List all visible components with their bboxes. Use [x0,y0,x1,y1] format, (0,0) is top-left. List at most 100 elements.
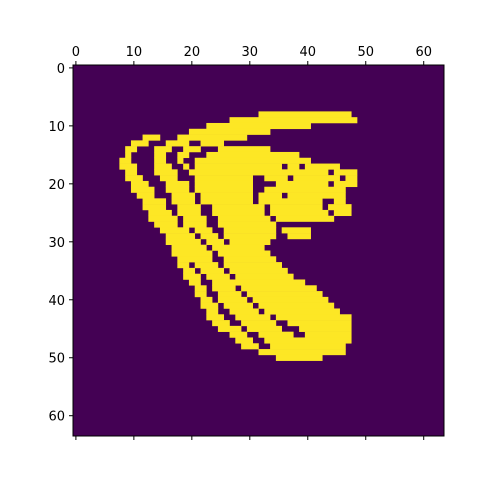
heatmap-cell-run [333,180,358,188]
heatmap-cells [73,65,444,436]
plot-frame [72,64,445,437]
heatmap-cell-run [130,140,149,147]
heatmap-cell-run [125,175,143,182]
heatmap-cell-run [258,111,352,118]
heatmap-cell-run [200,267,225,274]
heatmap-cell-run [270,343,346,350]
heatmap-cell-run [217,146,271,153]
heatmap-cell-run [252,296,329,303]
heatmap-cell-run [171,250,213,257]
heatmap-cell-run [223,233,277,240]
heatmap-cell-run [293,175,340,182]
heatmap-cell-run [223,256,277,263]
y-tick-label: 50 [48,352,65,367]
heatmap-cell-run [194,262,219,269]
heatmap-cell-run [275,215,335,222]
heatmap-cell-run [183,267,196,274]
heatmap-cell-run [177,204,201,211]
heatmap-cell-run [229,244,265,251]
heatmap-cell-run [258,192,282,199]
heatmap-cell-run [154,151,167,159]
heatmap-cell-run [154,163,172,170]
heatmap-cell-run [177,151,190,159]
heatmap-cell-run [125,146,138,153]
heatmap-cell-run [241,285,317,292]
heatmap-cell-run [212,204,265,211]
heatmap-cell-run [287,163,300,170]
x-axis-ticks: 0 10 20 30 40 50 60 [72,45,432,440]
heatmap-cell-run [194,227,213,234]
heatmap-cell-run [229,238,271,246]
x-tick-label: 40 [300,45,317,60]
heatmap-cell-run [275,354,323,361]
heatmap-cell-run [206,308,219,315]
heatmap-cell-run [183,215,207,222]
x-tick-label: 50 [357,45,374,60]
heatmap-cell-run [171,198,196,205]
heatmap-cell-run [299,325,352,332]
y-tick-label: 0 [57,62,65,77]
heatmap-cell-run [235,279,306,286]
heatmap-cell-run [264,337,352,344]
heatmap-cell-run [246,291,323,298]
x-tick-label: 20 [184,45,201,60]
heatmap-cell-run [188,128,271,135]
heatmap-cell-run [287,192,346,199]
heatmap-cell-run [212,244,230,251]
heatmap-cell-run [154,221,178,228]
heatmap-cell-run [258,198,323,205]
heatmap-cell-run [119,163,138,170]
heatmap-cell-run [165,140,190,147]
heatmap-cell-run [223,227,277,234]
heatmap-cell-run [229,267,288,274]
heatmap-cell-run [188,169,329,176]
heatmap-cell-run [258,331,294,338]
heatmap-cell-run [148,209,172,217]
heatmap-cell-run [258,349,346,356]
heatmap-cell-run [142,204,167,211]
heatmap-cell-run [177,256,213,263]
heatmap-cell-run [125,151,132,159]
heatmap-cell-run [194,175,253,182]
heatmap-cell-run [328,204,352,211]
heatmap-cell-run [275,180,329,188]
heatmap-cell-run [217,325,242,332]
heatmap-cell-run [264,186,346,193]
heatmap-cell-run [264,308,340,315]
heatmap-cell-run [223,302,253,309]
heatmap-cell-run [212,209,265,217]
heatmap-cell-run [217,291,242,298]
y-axis-ticks: 0 10 20 30 40 50 60 [48,62,73,425]
heatmap-cell-run [217,296,248,303]
heatmap-cell-run [148,215,178,222]
heatmap-cell-run [264,175,288,182]
heatmap-cell-run [333,198,346,205]
y-tick-label: 40 [48,294,65,309]
heatmap-cell-run [165,180,190,188]
heatmap-cell-run [125,169,138,176]
heatmap-cell-run [154,169,178,176]
heatmap-cell-run [200,198,253,205]
heatmap-cell-run [270,204,323,211]
heatmap-cell-run [281,227,311,234]
heatmap-cell-run [194,157,311,164]
heatmap-cell-run [212,320,230,327]
heatmap-cell-run [194,180,253,188]
heatmap-cell-run [183,163,190,170]
heatmap-cell-run [188,279,201,286]
heatmap-cell-run [217,215,271,222]
heatmap-cell-run [206,151,300,159]
heatmap-cell-run [194,291,207,298]
heatmap-cell-run [287,320,352,327]
y-tick-label: 60 [48,410,65,425]
heatmap-cell-run [270,209,329,217]
heatmap-cell-run [229,308,259,315]
heatmap-cell-run [206,122,311,130]
heatmap-cell-run [200,302,219,309]
heatmap-cell-run [200,140,225,147]
heatmap-cell-run [235,273,294,280]
heatmap-cell-run [223,262,282,269]
heatmap-cell-run [154,146,172,153]
